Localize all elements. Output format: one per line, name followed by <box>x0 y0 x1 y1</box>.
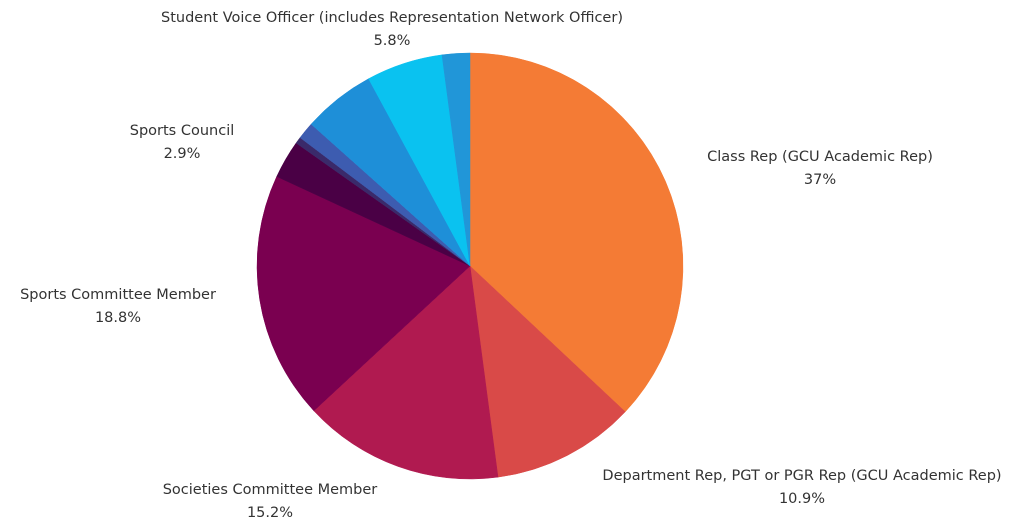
slice-label: Class Rep (GCU Academic Rep) <box>707 149 933 165</box>
slice-value-label: 37% <box>804 172 836 188</box>
slice-value-label: 15.2% <box>247 505 293 521</box>
pie-slice <box>441 52 471 267</box>
slice-label: Sports Council <box>130 123 235 139</box>
pie-slice <box>469 52 684 413</box>
slice-value-label: 2.9% <box>164 146 201 162</box>
pie-slice <box>469 265 626 478</box>
slice-label: Societies Committee Member <box>163 482 378 498</box>
slice-value-label: 18.8% <box>95 310 141 326</box>
pie-slice <box>256 176 471 412</box>
slice-label: Student Voice Officer (includes Represen… <box>161 10 623 26</box>
pie-slice <box>313 265 499 480</box>
slice-value-label: 5.8% <box>374 33 411 49</box>
slice-label: Department Rep, PGT or PGR Rep (GCU Acad… <box>602 468 1001 484</box>
slice-label: Sports Committee Member <box>20 287 216 303</box>
slice-value-label: 10.9% <box>779 491 825 507</box>
